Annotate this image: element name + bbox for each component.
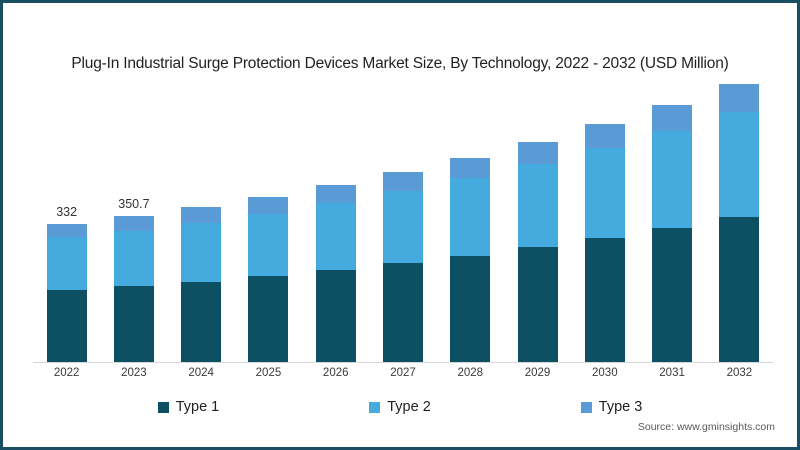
bar-segment-type-2[interactable] (652, 130, 693, 229)
x-axis-label-2023: 2023 (121, 367, 147, 379)
chart-legend: Type 1 Type 2 Type 3 (3, 399, 797, 415)
bar-column-2026[interactable] (315, 185, 356, 362)
bar-stack (315, 185, 356, 362)
source-attribution: Source: www.gminsights.com (637, 421, 775, 433)
x-axis-label-2022: 2022 (53, 367, 80, 379)
bar-stack (248, 197, 289, 362)
bar-stack (652, 104, 693, 362)
bar-segment-type-1[interactable] (248, 276, 289, 362)
bar-segment-type-1[interactable] (584, 238, 625, 362)
bar-segment-type-1[interactable] (383, 263, 423, 362)
bar-stack (113, 216, 154, 362)
legend-label: Type 1 (175, 399, 220, 415)
bar-segment-type-3[interactable] (517, 141, 558, 164)
x-axis-label-2027: 2027 (390, 367, 416, 379)
x-axis-line (33, 362, 773, 363)
bar-segment-type-1[interactable] (315, 269, 356, 362)
legend-swatch-icon (580, 401, 592, 413)
bar-stack (517, 141, 558, 362)
bar-value-label: 332 (56, 204, 78, 219)
bar-segment-type-3[interactable] (450, 157, 491, 179)
bar-segment-type-2[interactable] (181, 222, 222, 282)
plot-area: 332 350.7 (33, 84, 773, 363)
x-axis-label-2030: 2030 (592, 367, 618, 379)
x-axis-label-2032: 2032 (726, 367, 753, 379)
bar-segment-type-3[interactable] (248, 197, 289, 214)
bar-column-2022[interactable]: 332 (46, 205, 87, 362)
x-axis-label-2026: 2026 (322, 367, 349, 379)
x-axis-tick-labels: 2022 2023 2024 2025 2026 2027 2028 2029 2030 2031… (33, 367, 773, 385)
bar-segment-type-2[interactable] (517, 163, 558, 248)
bar-stack (450, 157, 491, 362)
bar-stack (584, 124, 625, 362)
bar-value-label: 350.7 (118, 197, 150, 212)
bar-column-2024[interactable] (181, 207, 222, 362)
bar-stack (46, 223, 87, 362)
bar-column-2028[interactable] (450, 157, 491, 362)
bar-column-2027[interactable] (383, 172, 423, 362)
bar-segment-type-3[interactable] (383, 172, 423, 192)
legend-swatch-icon (157, 401, 169, 413)
bar-segment-type-2[interactable] (719, 112, 760, 218)
x-axis-label-2031: 2031 (659, 367, 685, 379)
bar-column-2032[interactable] (719, 84, 760, 362)
x-axis-label-2029: 2029 (524, 367, 551, 379)
legend-item-type-3[interactable]: Type 3 (580, 399, 643, 415)
bar-segment-type-2[interactable] (315, 202, 356, 270)
bar-segment-type-1[interactable] (113, 286, 154, 362)
bar-column-2025[interactable] (248, 197, 289, 362)
bar-segment-type-2[interactable] (584, 147, 625, 239)
bar-segment-type-2[interactable] (383, 191, 423, 264)
bar-column-2030[interactable] (584, 124, 625, 362)
bar-column-2031[interactable] (652, 104, 693, 362)
bar-segment-type-2[interactable] (46, 237, 87, 290)
x-axis-label-2025: 2025 (255, 367, 282, 379)
legend-label: Type 3 (598, 399, 643, 415)
bar-segment-type-3[interactable] (181, 207, 222, 223)
bar-stack (719, 84, 760, 362)
bar-segment-type-1[interactable] (517, 247, 558, 362)
bar-stack (181, 207, 222, 362)
legend-label: Type 2 (387, 399, 431, 415)
bar-segment-type-3[interactable] (46, 223, 87, 238)
bar-segment-type-3[interactable] (315, 185, 356, 203)
bar-segment-type-3[interactable] (584, 124, 625, 148)
bar-segment-type-1[interactable] (652, 228, 693, 362)
legend-item-type-2[interactable]: Type 2 (369, 399, 431, 415)
chart-title: Plug-In Industrial Surge Protection Devi… (71, 55, 729, 72)
bar-column-2029[interactable] (517, 141, 558, 362)
bar-segment-type-3[interactable] (652, 104, 693, 131)
bar-column-2023[interactable]: 350.7 (113, 197, 154, 362)
bar-segment-type-3[interactable] (719, 84, 760, 113)
bar-segment-type-1[interactable] (181, 281, 222, 362)
bar-segment-type-1[interactable] (46, 289, 87, 362)
bar-segment-type-2[interactable] (248, 213, 289, 277)
bar-segment-type-2[interactable] (113, 230, 154, 287)
bar-segment-type-2[interactable] (450, 178, 491, 256)
bar-segment-type-3[interactable] (113, 216, 154, 231)
legend-item-type-1[interactable]: Type 1 (157, 399, 220, 415)
bar-segment-type-1[interactable] (450, 255, 491, 362)
x-axis-label-2024: 2024 (188, 367, 214, 379)
bar-stack (383, 172, 423, 362)
legend-swatch-icon (369, 401, 381, 413)
bar-segment-type-1[interactable] (719, 217, 760, 362)
x-axis-label-2028: 2028 (457, 367, 484, 379)
